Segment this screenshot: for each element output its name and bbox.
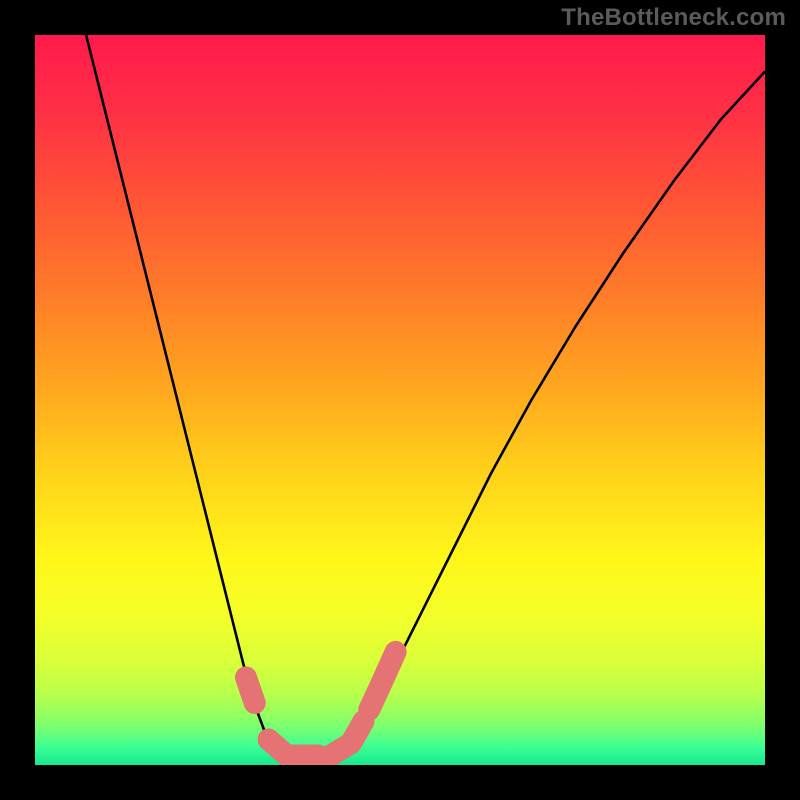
watermark-text: TheBottleneck.com — [561, 4, 786, 32]
chart-svg — [35, 35, 765, 765]
plot-area — [35, 35, 765, 765]
outer-frame: TheBottleneck.com — [0, 0, 800, 800]
data-marker-segment — [246, 677, 255, 703]
